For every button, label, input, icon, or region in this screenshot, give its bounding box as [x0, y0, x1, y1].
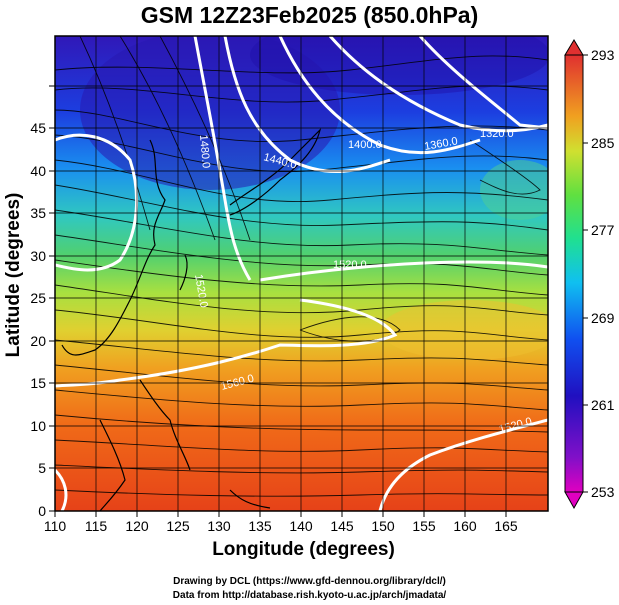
- colorbar-scale: [564, 54, 584, 493]
- x-axis-ticks: [54, 511, 507, 517]
- contour-label: 1400.0: [348, 139, 382, 151]
- colorbar: 253 261 269 277 285 293: [564, 39, 615, 510]
- cold-anomaly-north: [250, 36, 548, 95]
- credit-dcl: Drawing by DCL (https://www.gfd-dennou.o…: [173, 576, 446, 587]
- y-tick-label: 25: [30, 290, 46, 306]
- x-tick-label: 135: [248, 518, 272, 534]
- colorbar-bottom-arrow: [564, 491, 584, 510]
- x-tick-label: 145: [330, 518, 354, 534]
- y-tick-label: 15: [30, 375, 46, 391]
- contour-label: 1520.0: [192, 273, 210, 308]
- warm-anomaly: [380, 300, 548, 360]
- y-tick-label: 40: [30, 163, 46, 179]
- contour-1520-corner: [55, 468, 68, 511]
- colorbar-tick-label: 277: [591, 222, 615, 238]
- contour-1440: [223, 36, 391, 173]
- y-tick-label: 10: [30, 418, 46, 434]
- y-axis-ticks: [49, 85, 55, 512]
- x-tick-label: 115: [85, 518, 108, 534]
- y-axis-tick-labels: 0 5 10 15 20 25 30 35 40 45: [30, 120, 46, 519]
- contour-1520-east: [259, 260, 548, 282]
- contour-1360: [328, 36, 548, 133]
- contour-label: 1320.0: [480, 128, 514, 140]
- x-tick-label: 150: [371, 518, 395, 534]
- colorbar-top-arrow: [564, 39, 584, 56]
- contour-1320: [418, 36, 548, 130]
- colorbar-tick-label: 285: [591, 135, 615, 151]
- y-tick-label: 30: [30, 248, 46, 264]
- x-tick-label: 125: [166, 518, 190, 534]
- contour-1520-west: [55, 133, 138, 272]
- y-tick-label: 5: [38, 460, 46, 476]
- contour-label: 1520.0: [333, 259, 367, 271]
- colorbar-tick-label: 253: [591, 484, 615, 500]
- x-tick-label: 155: [412, 518, 436, 534]
- contour-1480: [193, 36, 252, 281]
- x-axis-label: Longitude (degrees): [212, 539, 395, 560]
- warm-anomaly-east: [480, 160, 548, 220]
- y-tick-label: 0: [38, 503, 46, 519]
- colorbar-tick-label: 261: [591, 397, 615, 413]
- x-tick-label: 130: [207, 518, 231, 534]
- x-tick-label: 140: [289, 518, 313, 534]
- x-tick-label: 120: [125, 518, 149, 534]
- contour-1560: [55, 298, 398, 388]
- x-axis-tick-labels: 110 115 120 125 130 135 140 145 150 155 …: [44, 518, 518, 534]
- height-contours: [55, 36, 548, 511]
- x-tick-label: 165: [494, 518, 518, 534]
- y-tick-label: 35: [30, 205, 46, 221]
- contour-label: 1360.0: [423, 135, 458, 153]
- contour-label: 1480.0: [197, 134, 212, 169]
- plot-area: 1480.0 1440.0 1400.0 1360.0 1320.0 1520.…: [55, 36, 548, 511]
- x-tick-label: 110: [44, 518, 67, 534]
- y-tick-label: 20: [30, 333, 46, 349]
- contour-1400: [278, 36, 481, 155]
- map-title: GSM 12Z23Feb2025 (850.0hPa): [140, 2, 479, 28]
- y-tick-label: 45: [30, 120, 46, 136]
- credit-data-source: Data from http://database.rish.kyoto-u.a…: [172, 590, 447, 601]
- contour-1520-south: [378, 418, 548, 511]
- colorbar-tick-label: 293: [591, 47, 615, 63]
- grid-lines: [55, 36, 548, 511]
- x-tick-label: 160: [453, 518, 477, 534]
- coastlines: [61, 128, 322, 511]
- colorbar-tick-label: 269: [591, 310, 615, 326]
